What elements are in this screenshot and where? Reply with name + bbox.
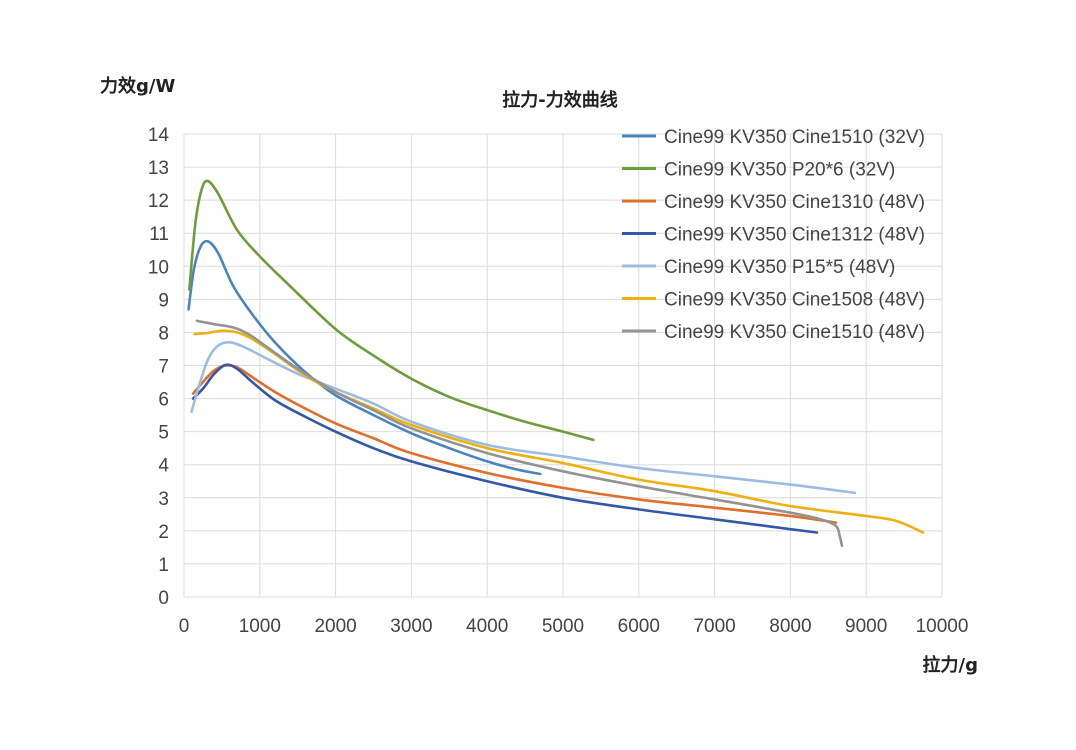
y-tick-label: 1 (158, 555, 169, 576)
legend-label: Cine99 KV350 Cine1510 (48V) (664, 322, 925, 343)
y-tick-label: 9 (158, 290, 169, 311)
legend-item: Cine99 KV350 Cine1510 (32V) (622, 127, 925, 148)
y-tick-label: 10 (148, 257, 169, 278)
y-tick-label: 14 (148, 125, 170, 146)
legend-label: Cine99 KV350 P20*6 (32V) (664, 160, 895, 181)
series-line-7 (195, 319, 844, 548)
legend-label: Cine99 KV350 P15*5 (48V) (664, 257, 895, 278)
y-tick-label: 6 (158, 390, 169, 411)
legend-item: Cine99 KV350 Cine1312 (48V) (622, 225, 925, 246)
chart-title: 拉力-力效曲线 (502, 89, 617, 111)
legend-label: Cine99 KV350 Cine1312 (48V) (664, 225, 925, 246)
series-line-5 (190, 340, 857, 495)
x-tick-label: 2000 (314, 616, 356, 637)
x-tick-label: 0 (179, 616, 190, 637)
legend-label: Cine99 KV350 Cine1310 (48V) (664, 192, 925, 213)
legend-label: Cine99 KV350 Cine1508 (48V) (664, 290, 925, 311)
y-tick-label: 2 (158, 522, 169, 543)
y-tick-label: 13 (148, 158, 169, 179)
legend-item: Cine99 KV350 Cine1310 (48V) (622, 192, 925, 213)
x-tick-label: 7000 (693, 616, 735, 637)
x-tick-label: 10000 (916, 616, 969, 637)
series-lines (187, 179, 925, 548)
series-line-6 (193, 329, 925, 534)
series-line-1 (187, 239, 542, 476)
y-tick-label: 5 (158, 423, 169, 444)
series-line-4 (191, 363, 819, 534)
y-tick-label: 8 (158, 323, 169, 344)
x-tick-label: 9000 (845, 616, 887, 637)
legend-item: Cine99 KV350 P20*6 (32V) (622, 160, 895, 181)
y-tick-label: 4 (158, 456, 169, 477)
y-tick-label: 11 (149, 224, 169, 245)
y-tick-label: 12 (148, 191, 169, 212)
legend-item: Cine99 KV350 P15*5 (48V) (622, 257, 895, 278)
legend: Cine99 KV350 Cine1510 (32V) Cine99 KV350 … (622, 127, 925, 343)
y-tick-label: 0 (158, 588, 169, 609)
legend-item: Cine99 KV350 Cine1508 (48V) (622, 290, 925, 311)
series-line-2 (188, 179, 595, 442)
x-tick-label: 4000 (466, 616, 508, 637)
legend-item: Cine99 KV350 Cine1510 (48V) (622, 322, 925, 343)
y-tick-label: 7 (158, 357, 169, 378)
y-axis-title: 力效g/W (100, 75, 175, 97)
series-line-3 (191, 363, 838, 524)
x-tick-label: 5000 (542, 616, 584, 637)
x-tick-label: 8000 (769, 616, 811, 637)
x-tick-label: 6000 (618, 616, 660, 637)
y-tick-label: 3 (158, 489, 169, 510)
x-tick-label: 1000 (239, 616, 281, 637)
legend-label: Cine99 KV350 Cine1510 (32V) (664, 127, 925, 148)
x-tick-label: 3000 (390, 616, 432, 637)
x-axis-title: 拉力/g (923, 654, 978, 676)
